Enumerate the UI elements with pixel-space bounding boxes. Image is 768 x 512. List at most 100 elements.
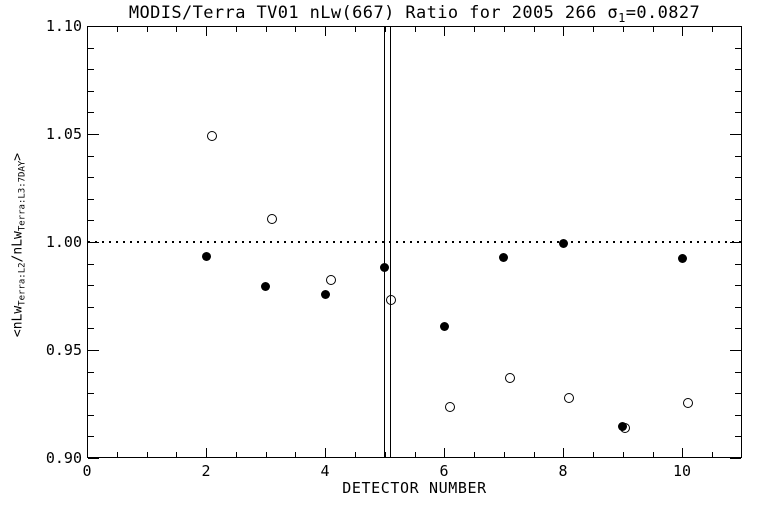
detector-boundary-line <box>390 26 391 458</box>
x-minor-tick <box>504 452 505 457</box>
x-minor-tick <box>385 452 386 457</box>
plot-axes-frame <box>87 26 742 458</box>
y-label-sub1: Terra:L2 <box>17 262 28 306</box>
y-major-tick <box>88 350 99 351</box>
x-minor-tick <box>266 27 267 32</box>
y-minor-tick <box>88 199 94 200</box>
data-point-filled <box>439 321 449 331</box>
y-minor-tick <box>735 393 741 394</box>
x-minor-tick <box>653 452 654 457</box>
y-minor-tick <box>735 285 741 286</box>
x-minor-tick <box>653 27 654 32</box>
y-minor-tick <box>735 112 741 113</box>
data-point-open <box>385 295 396 306</box>
x-minor-tick <box>474 452 475 457</box>
y-minor-tick <box>735 220 741 221</box>
y-major-tick <box>88 134 99 135</box>
x-major-tick <box>682 448 683 457</box>
data-point-open <box>564 392 575 403</box>
x-minor-tick <box>147 452 148 457</box>
x-major-tick <box>444 448 445 457</box>
data-point-filled <box>261 281 271 291</box>
y-minor-tick <box>735 307 741 308</box>
x-minor-tick <box>534 452 535 457</box>
y-major-tick <box>730 26 741 27</box>
y-minor-tick <box>735 415 741 416</box>
x-tick-label: 8 <box>558 462 568 480</box>
y-minor-tick <box>88 48 94 49</box>
data-point-open <box>683 397 694 408</box>
y-minor-tick <box>88 69 94 70</box>
data-point-filled <box>499 253 509 263</box>
x-tick-label: 10 <box>672 462 692 480</box>
y-minor-tick <box>88 177 94 178</box>
y-axis-title: <nLwTerra:L2/nLwTerra:L3:7DAY> <box>11 153 28 337</box>
y-minor-tick <box>88 372 94 373</box>
x-minor-tick <box>593 27 594 32</box>
data-point-open <box>207 130 218 141</box>
x-minor-tick <box>266 452 267 457</box>
y-tick-label: 1.00 <box>45 233 82 251</box>
y-minor-tick <box>735 91 741 92</box>
x-minor-tick <box>712 27 713 32</box>
data-point-filled <box>677 254 687 264</box>
y-minor-tick <box>735 264 741 265</box>
y-major-tick <box>730 458 741 459</box>
data-point-filled <box>380 263 390 273</box>
y-major-tick <box>730 134 741 135</box>
x-major-tick <box>563 448 564 457</box>
x-minor-tick <box>534 27 535 32</box>
y-minor-tick <box>735 156 741 157</box>
x-minor-tick <box>474 27 475 32</box>
x-minor-tick <box>623 452 624 457</box>
x-major-tick <box>325 27 326 36</box>
y-label-mid: /nLw <box>10 231 26 263</box>
x-minor-tick <box>385 27 386 32</box>
x-minor-tick <box>712 452 713 457</box>
x-minor-tick <box>355 27 356 32</box>
x-minor-tick <box>593 452 594 457</box>
x-major-tick <box>206 448 207 457</box>
x-minor-tick <box>504 27 505 32</box>
data-point-filled <box>618 422 628 432</box>
x-minor-tick <box>117 452 118 457</box>
x-major-tick <box>444 27 445 36</box>
y-minor-tick <box>88 285 94 286</box>
x-minor-tick <box>117 27 118 32</box>
x-tick-label: 2 <box>201 462 211 480</box>
x-minor-tick <box>236 27 237 32</box>
y-label-open: <nLw <box>10 305 26 338</box>
y-tick-label: 0.90 <box>45 449 82 467</box>
y-tick-label: 1.05 <box>45 125 82 143</box>
y-minor-tick <box>88 264 94 265</box>
y-tick-label: 0.95 <box>45 341 82 359</box>
y-minor-tick <box>88 112 94 113</box>
x-minor-tick <box>623 27 624 32</box>
y-minor-tick <box>88 156 94 157</box>
data-point-open <box>326 275 337 286</box>
y-minor-tick <box>88 220 94 221</box>
x-major-tick <box>682 27 683 36</box>
y-minor-tick <box>735 48 741 49</box>
x-minor-tick <box>295 27 296 32</box>
y-minor-tick <box>88 307 94 308</box>
y-tick-label: 1.10 <box>45 17 82 35</box>
data-point-open <box>504 373 515 384</box>
data-point-filled <box>201 251 211 261</box>
x-major-tick <box>87 27 88 36</box>
sigma-symbol: σ <box>607 3 619 23</box>
y-minor-tick <box>88 393 94 394</box>
y-minor-tick <box>735 372 741 373</box>
x-tick-label: 6 <box>439 462 449 480</box>
x-minor-tick <box>415 452 416 457</box>
x-minor-tick <box>415 27 416 32</box>
y-major-tick <box>88 26 99 27</box>
y-minor-tick <box>735 436 741 437</box>
y-minor-tick <box>735 199 741 200</box>
x-tick-label: 0 <box>82 462 92 480</box>
x-major-tick <box>325 448 326 457</box>
detector-boundary-line <box>384 26 385 458</box>
y-label-sub2: Terra:L3:7DAY <box>17 160 28 232</box>
x-tick-label: 4 <box>320 462 330 480</box>
